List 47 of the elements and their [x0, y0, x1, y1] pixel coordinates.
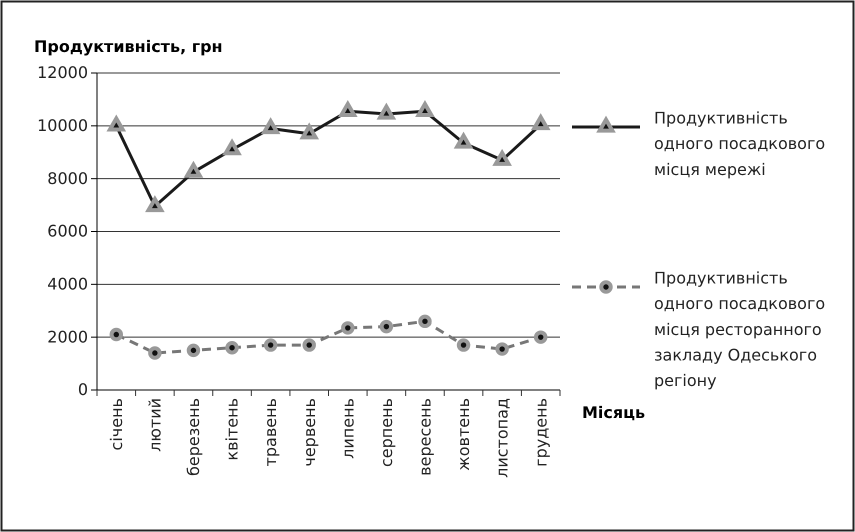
point [339, 102, 356, 117]
point [380, 320, 394, 334]
point [532, 115, 550, 130]
y-axis-title: Продуктивність, грн [34, 37, 223, 56]
x-tick-label: травень [261, 398, 280, 466]
x-tick-label: червень [300, 398, 319, 467]
point [416, 102, 434, 117]
point [302, 338, 316, 352]
x-tick-label: грудень [531, 398, 550, 467]
point [494, 150, 510, 166]
x-tick-label: лютий [145, 398, 164, 452]
legend-label: Продуктивність одного посадкового місця ресторанного закладу Одеського регіону [654, 268, 826, 390]
x-tick-label: серпень [376, 398, 396, 467]
point [378, 104, 395, 120]
point [495, 342, 509, 356]
y-tick-label: 0 [78, 380, 88, 400]
point [110, 328, 124, 342]
x-tick-label: вересень [416, 398, 435, 476]
x-tick-label: квітень [222, 398, 242, 461]
point [341, 321, 355, 335]
point [185, 162, 202, 178]
x-tick-label: жовтень [454, 398, 474, 471]
point [456, 338, 470, 352]
legend-label: Продуктивність одного посадкового місця мережі [654, 108, 826, 179]
point [455, 134, 472, 149]
point [186, 344, 200, 358]
y-tick-label: 4000 [47, 274, 88, 294]
point [262, 119, 279, 134]
y-tick-label: 12000 [37, 63, 88, 82]
y-tick-label: 6000 [47, 222, 88, 241]
x-tick-label: січень [106, 398, 126, 450]
point [300, 124, 318, 140]
x-tick-label: листопад [492, 398, 512, 478]
point [418, 314, 432, 328]
x-axis-title: Місяць [582, 403, 646, 422]
y-tick-label: 10000 [37, 116, 88, 135]
y-tick-label: 8000 [47, 168, 88, 188]
x-tick-label: липень [338, 398, 358, 459]
x-tick-label: березень [184, 398, 204, 476]
point [534, 330, 548, 344]
point [148, 346, 162, 360]
point [146, 197, 164, 212]
point [108, 116, 125, 132]
point [264, 338, 278, 352]
point [225, 341, 239, 354]
y-tick-label: 2000 [47, 327, 88, 346]
point [224, 140, 240, 156]
